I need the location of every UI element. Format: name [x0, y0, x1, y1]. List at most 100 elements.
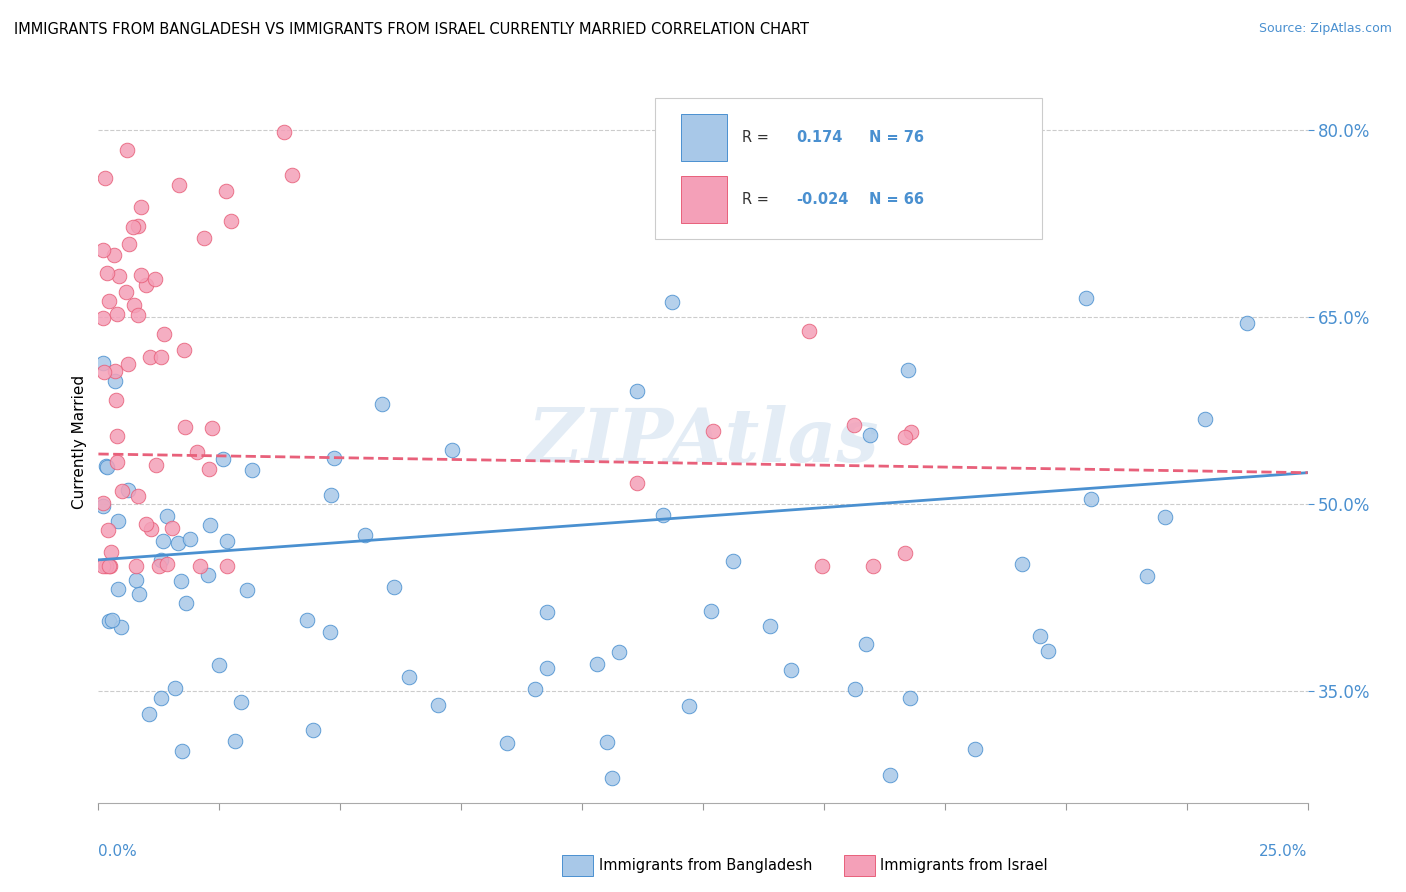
Text: Immigrants from Bangladesh: Immigrants from Bangladesh — [599, 858, 813, 872]
Point — [97, 614, 120, 628]
Point — [96, 460, 118, 475]
Point — [678, 698, 700, 713]
Point — [152, 534, 174, 549]
Point — [148, 559, 170, 574]
Point — [723, 554, 745, 568]
Text: N = 76: N = 76 — [869, 130, 924, 145]
Point — [156, 557, 179, 571]
Point — [208, 658, 231, 673]
Point — [229, 695, 252, 709]
Point — [1029, 629, 1052, 643]
Point — [97, 293, 120, 308]
Point — [174, 596, 197, 610]
Point — [652, 508, 675, 523]
Point — [273, 125, 295, 139]
Point — [125, 559, 148, 574]
Point — [186, 445, 208, 459]
Point — [236, 583, 259, 598]
Point — [127, 489, 149, 503]
Point — [93, 365, 115, 379]
Point — [94, 559, 117, 574]
Point — [91, 243, 114, 257]
Point — [585, 657, 607, 672]
Point — [855, 637, 877, 651]
Point — [96, 458, 118, 473]
Point — [536, 661, 558, 675]
Point — [91, 496, 114, 510]
Point — [97, 523, 120, 537]
Point — [174, 419, 197, 434]
Point — [700, 604, 723, 618]
Point — [143, 271, 166, 285]
Point — [145, 458, 167, 472]
Point — [94, 170, 117, 185]
Point — [879, 768, 901, 782]
Point — [125, 574, 148, 588]
Point — [149, 350, 172, 364]
Point — [100, 545, 122, 559]
Point — [607, 645, 630, 659]
Point — [193, 231, 215, 245]
Text: -0.024: -0.024 — [796, 193, 848, 207]
Point — [104, 364, 127, 378]
Point — [91, 356, 114, 370]
Point — [153, 326, 176, 341]
Point — [1080, 491, 1102, 506]
Point — [217, 559, 239, 574]
Point — [156, 508, 179, 523]
Point — [281, 169, 304, 183]
Point — [105, 393, 128, 408]
Point — [107, 514, 129, 528]
Point — [149, 691, 172, 706]
Point — [160, 521, 183, 535]
Point — [759, 619, 782, 633]
Point — [1236, 317, 1258, 331]
Point — [117, 357, 139, 371]
Point — [115, 144, 138, 158]
Point — [110, 620, 132, 634]
Point — [138, 707, 160, 722]
Point — [440, 442, 463, 457]
Point — [900, 425, 922, 439]
Point — [1036, 644, 1059, 658]
Point — [319, 488, 342, 502]
Point — [105, 455, 128, 469]
Text: R =: R = — [742, 130, 769, 145]
Point — [117, 483, 139, 498]
Point — [842, 417, 865, 432]
Point — [107, 269, 129, 284]
Point — [319, 625, 342, 640]
Text: ZIPAtlas: ZIPAtlas — [527, 405, 879, 478]
Point — [295, 613, 318, 627]
Point — [322, 450, 344, 465]
Point — [844, 681, 866, 696]
Point — [98, 559, 121, 574]
FancyBboxPatch shape — [682, 177, 727, 223]
Point — [135, 277, 157, 292]
Point — [859, 428, 882, 442]
Point — [167, 178, 190, 193]
Point — [799, 324, 821, 338]
Point — [107, 582, 129, 596]
Point — [596, 735, 619, 749]
Point — [1076, 291, 1098, 305]
Point — [661, 294, 683, 309]
Point — [524, 682, 547, 697]
Point — [91, 310, 114, 325]
Point — [103, 374, 125, 388]
Point — [240, 463, 263, 477]
Point — [100, 613, 122, 627]
Point — [1011, 557, 1033, 571]
Point — [862, 559, 884, 574]
Point — [626, 476, 648, 491]
Point — [167, 536, 190, 550]
Point — [224, 733, 246, 747]
Point — [103, 248, 125, 262]
Point — [124, 298, 146, 312]
Point — [115, 285, 138, 299]
Point — [135, 517, 157, 532]
FancyBboxPatch shape — [682, 114, 727, 161]
Point — [600, 771, 623, 785]
Point — [105, 429, 128, 443]
Point — [811, 559, 834, 574]
